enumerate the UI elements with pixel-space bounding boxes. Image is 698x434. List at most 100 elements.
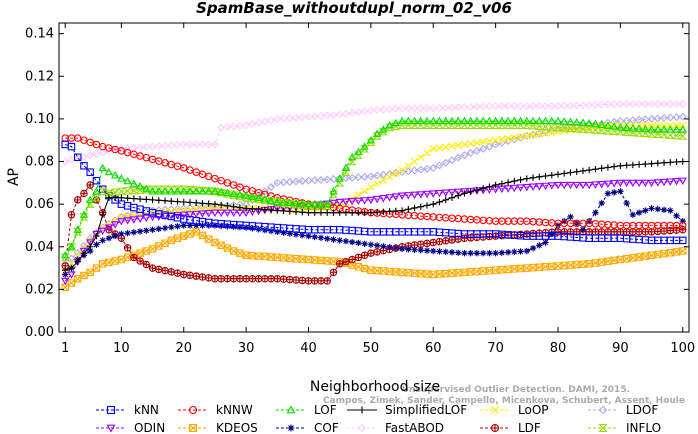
- data-point: [286, 275, 294, 284]
- data-point: [653, 130, 663, 138]
- data-point: [422, 190, 432, 199]
- data-point: [460, 234, 469, 242]
- y-tick-label: 0.12: [25, 69, 54, 84]
- series-knn: [61, 140, 687, 245]
- x-tick-label: 1: [61, 341, 69, 356]
- data-point: [86, 181, 94, 189]
- data-point: [67, 155, 76, 164]
- data-point: [211, 222, 219, 229]
- data-point: [510, 134, 518, 142]
- data-point: [173, 212, 182, 220]
- data-point: [117, 255, 126, 264]
- data-point: [484, 121, 494, 130]
- data-point: [372, 195, 382, 204]
- data-point: [397, 192, 407, 200]
- data-point: [404, 104, 413, 113]
- data-point: [435, 116, 444, 125]
- data-point: [367, 249, 375, 257]
- data-point: [479, 138, 487, 146]
- legend-marker: [106, 405, 116, 415]
- data-point: [466, 234, 475, 242]
- data-point: [136, 257, 144, 265]
- data-point: [123, 217, 132, 225]
- legend-label: INFLO: [626, 421, 661, 434]
- data-point: [211, 238, 219, 247]
- data-point: [167, 236, 176, 245]
- data-point: [229, 209, 238, 217]
- data-point: [672, 100, 681, 108]
- data-point: [647, 114, 656, 123]
- data-point: [473, 267, 481, 276]
- data-point: [554, 125, 562, 134]
- data-point: [329, 187, 338, 195]
- data-point: [617, 162, 624, 169]
- data-point: [230, 223, 237, 230]
- data-point: [641, 179, 650, 188]
- data-point: [567, 169, 574, 176]
- data-point: [92, 230, 101, 239]
- data-point: [366, 172, 375, 181]
- data-point: [597, 258, 606, 266]
- legend-marker: [188, 423, 198, 433]
- data-point: [597, 180, 606, 189]
- data-point: [603, 121, 613, 129]
- data-point: [548, 262, 556, 271]
- data-point: [86, 168, 94, 176]
- data-point: [62, 271, 69, 278]
- data-point: [541, 129, 550, 137]
- data-point: [584, 125, 594, 134]
- series-line: [64, 120, 683, 256]
- data-point: [647, 125, 656, 133]
- data-point: [111, 221, 120, 229]
- data-point: [585, 181, 594, 190]
- data-point: [435, 161, 444, 170]
- data-point: [336, 237, 343, 244]
- data-point: [142, 143, 151, 152]
- data-point: [416, 165, 425, 174]
- data-point: [391, 104, 400, 113]
- data-point: [491, 121, 501, 130]
- data-point: [617, 188, 624, 195]
- data-point: [604, 190, 612, 197]
- data-point: [486, 249, 493, 257]
- data-point: [535, 116, 544, 125]
- data-point: [129, 186, 139, 195]
- data-point: [280, 207, 287, 215]
- data-point: [111, 257, 119, 265]
- data-point: [279, 254, 288, 262]
- data-point: [598, 199, 605, 207]
- data-point: [224, 202, 231, 210]
- data-point: [641, 124, 650, 133]
- data-point: [441, 237, 450, 245]
- data-point: [98, 148, 107, 157]
- data-point: [292, 113, 301, 122]
- data-point: [173, 204, 182, 213]
- legend-label: ODIN: [134, 421, 165, 434]
- data-point: [330, 236, 337, 243]
- data-point: [136, 143, 145, 152]
- data-point: [267, 206, 275, 214]
- data-point: [68, 264, 75, 272]
- data-point: [249, 205, 256, 213]
- data-point: [174, 223, 181, 230]
- data-point: [604, 164, 612, 171]
- data-point: [199, 222, 206, 229]
- data-point: [391, 118, 400, 127]
- legend-label: kNN: [134, 403, 159, 417]
- data-point: [292, 276, 300, 284]
- data-point: [168, 197, 175, 205]
- data-point: [161, 224, 169, 232]
- data-point: [149, 226, 156, 233]
- data-point: [67, 211, 76, 219]
- y-tick-label: 0.02: [25, 282, 54, 297]
- data-point: [311, 209, 318, 216]
- data-point: [298, 177, 307, 186]
- data-point: [597, 100, 606, 109]
- data-point: [473, 186, 481, 194]
- legend-marker: [490, 423, 500, 433]
- data-point: [236, 204, 244, 211]
- data-point: [148, 245, 157, 253]
- data-point: [98, 260, 107, 268]
- data-point: [666, 178, 675, 186]
- data-point: [467, 249, 474, 257]
